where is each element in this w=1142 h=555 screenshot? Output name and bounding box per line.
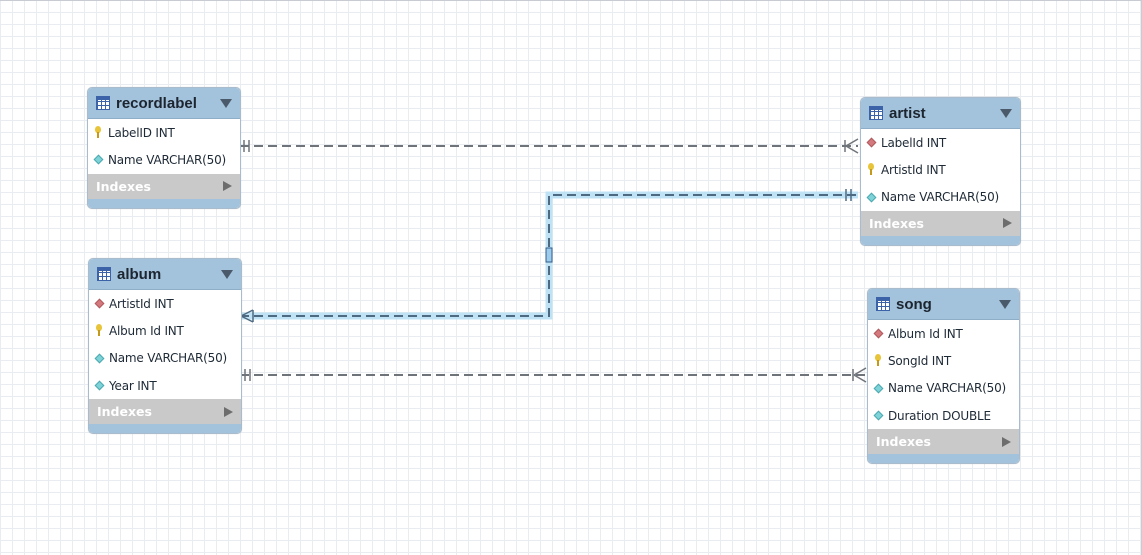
relationship-recordlabel-artist[interactable] <box>240 138 859 154</box>
column-row[interactable]: Album Id INT <box>868 320 1019 347</box>
table-icon <box>96 96 110 110</box>
entity-footer <box>861 235 1020 245</box>
many-marker <box>853 367 867 376</box>
entity-artist[interactable]: artist LabelId INT ArtistId INT Name VAR… <box>860 97 1021 246</box>
collapse-toggle-icon[interactable] <box>1000 108 1012 118</box>
column-name: LabelId INT <box>881 135 946 150</box>
column-row[interactable]: ArtistId INT <box>861 156 1020 183</box>
column-name: Duration DOUBLE <box>888 408 991 423</box>
column-name: Name VARCHAR(50) <box>888 381 1006 396</box>
collapse-toggle-icon[interactable] <box>220 98 232 108</box>
column-row[interactable]: ArtistId INT <box>89 290 241 317</box>
many-marker <box>845 145 859 154</box>
indexes-label: Indexes <box>96 178 151 194</box>
column-row[interactable]: LabelID INT <box>88 119 240 146</box>
column-name: ArtistId INT <box>109 296 174 311</box>
entity-footer <box>88 198 240 208</box>
diamond-icon <box>874 329 883 338</box>
table-icon <box>97 267 111 281</box>
diamond-icon <box>867 193 876 202</box>
indexes-label: Indexes <box>876 434 931 450</box>
column-row[interactable]: LabelId INT <box>861 129 1020 156</box>
column-name: Album Id INT <box>109 323 184 338</box>
diamond-icon <box>95 381 104 390</box>
entity-title: album <box>117 265 162 283</box>
expand-arrow-icon[interactable] <box>224 406 233 417</box>
entity-title: song <box>896 295 932 313</box>
column-row[interactable]: Year INT <box>89 372 241 399</box>
column-row[interactable]: SongId INT <box>868 347 1019 374</box>
key-icon <box>95 324 104 337</box>
indexes-section[interactable]: Indexes <box>88 173 240 199</box>
column-row[interactable]: Name VARCHAR(50) <box>89 345 241 372</box>
column-row[interactable]: Name VARCHAR(50) <box>868 375 1019 402</box>
expand-arrow-icon[interactable] <box>223 181 232 192</box>
entity-title: recordlabel <box>116 94 197 112</box>
diamond-icon <box>867 138 876 147</box>
diamond-icon <box>94 155 103 164</box>
entity-album[interactable]: album ArtistId INT Album Id INT Name VAR… <box>88 258 242 435</box>
key-icon <box>867 163 876 176</box>
column-row[interactable]: Duration DOUBLE <box>868 402 1019 429</box>
entity-recordlabel[interactable]: recordlabel LabelID INT Name VARCHAR(50)… <box>87 87 241 209</box>
diamond-icon <box>874 384 883 393</box>
entity-song[interactable]: song Album Id INT SongId INT Name VARCHA… <box>867 288 1020 465</box>
relationship-album-song[interactable] <box>240 367 867 383</box>
many-marker <box>240 315 254 323</box>
entity-header[interactable]: recordlabel <box>88 88 240 119</box>
expand-arrow-icon[interactable] <box>1003 218 1012 229</box>
canvas-top-border <box>0 0 1142 1</box>
indexes-label: Indexes <box>97 404 152 420</box>
column-name: Name VARCHAR(50) <box>881 190 999 205</box>
entity-footer <box>868 454 1019 464</box>
column-row[interactable]: Album Id INT <box>89 317 241 344</box>
entity-header[interactable]: song <box>868 289 1019 320</box>
diamond-icon <box>95 299 104 308</box>
relationship-handle[interactable] <box>545 247 553 263</box>
column-name: SongId INT <box>888 353 951 368</box>
indexes-label: Indexes <box>869 215 924 231</box>
column-name: ArtistId INT <box>881 162 946 177</box>
diamond-icon <box>874 411 883 420</box>
column-name: Name VARCHAR(50) <box>109 351 227 366</box>
collapse-toggle-icon[interactable] <box>221 269 233 279</box>
many-marker <box>845 138 859 147</box>
entity-header[interactable]: album <box>89 259 241 290</box>
column-name: Name VARCHAR(50) <box>108 152 226 167</box>
table-icon <box>876 297 890 311</box>
many-marker <box>853 374 867 383</box>
column-name: Year INT <box>109 378 157 393</box>
entity-footer <box>89 424 241 434</box>
collapse-toggle-icon[interactable] <box>999 299 1011 309</box>
indexes-section[interactable]: Indexes <box>861 210 1020 236</box>
table-icon <box>869 106 883 120</box>
column-row[interactable]: Name VARCHAR(50) <box>861 184 1020 211</box>
entity-title: artist <box>889 104 926 122</box>
key-icon <box>94 126 103 139</box>
diamond-icon <box>95 354 104 363</box>
column-name: Album Id INT <box>888 326 963 341</box>
entity-header[interactable]: artist <box>861 98 1020 129</box>
many-marker <box>240 309 254 317</box>
column-name: LabelID INT <box>108 125 175 140</box>
relationship-artist-album[interactable] <box>240 189 858 323</box>
indexes-section[interactable]: Indexes <box>89 399 241 425</box>
expand-arrow-icon[interactable] <box>1002 436 1011 447</box>
column-row[interactable]: Name VARCHAR(50) <box>88 146 240 173</box>
indexes-section[interactable]: Indexes <box>868 429 1019 455</box>
key-icon <box>874 354 883 367</box>
